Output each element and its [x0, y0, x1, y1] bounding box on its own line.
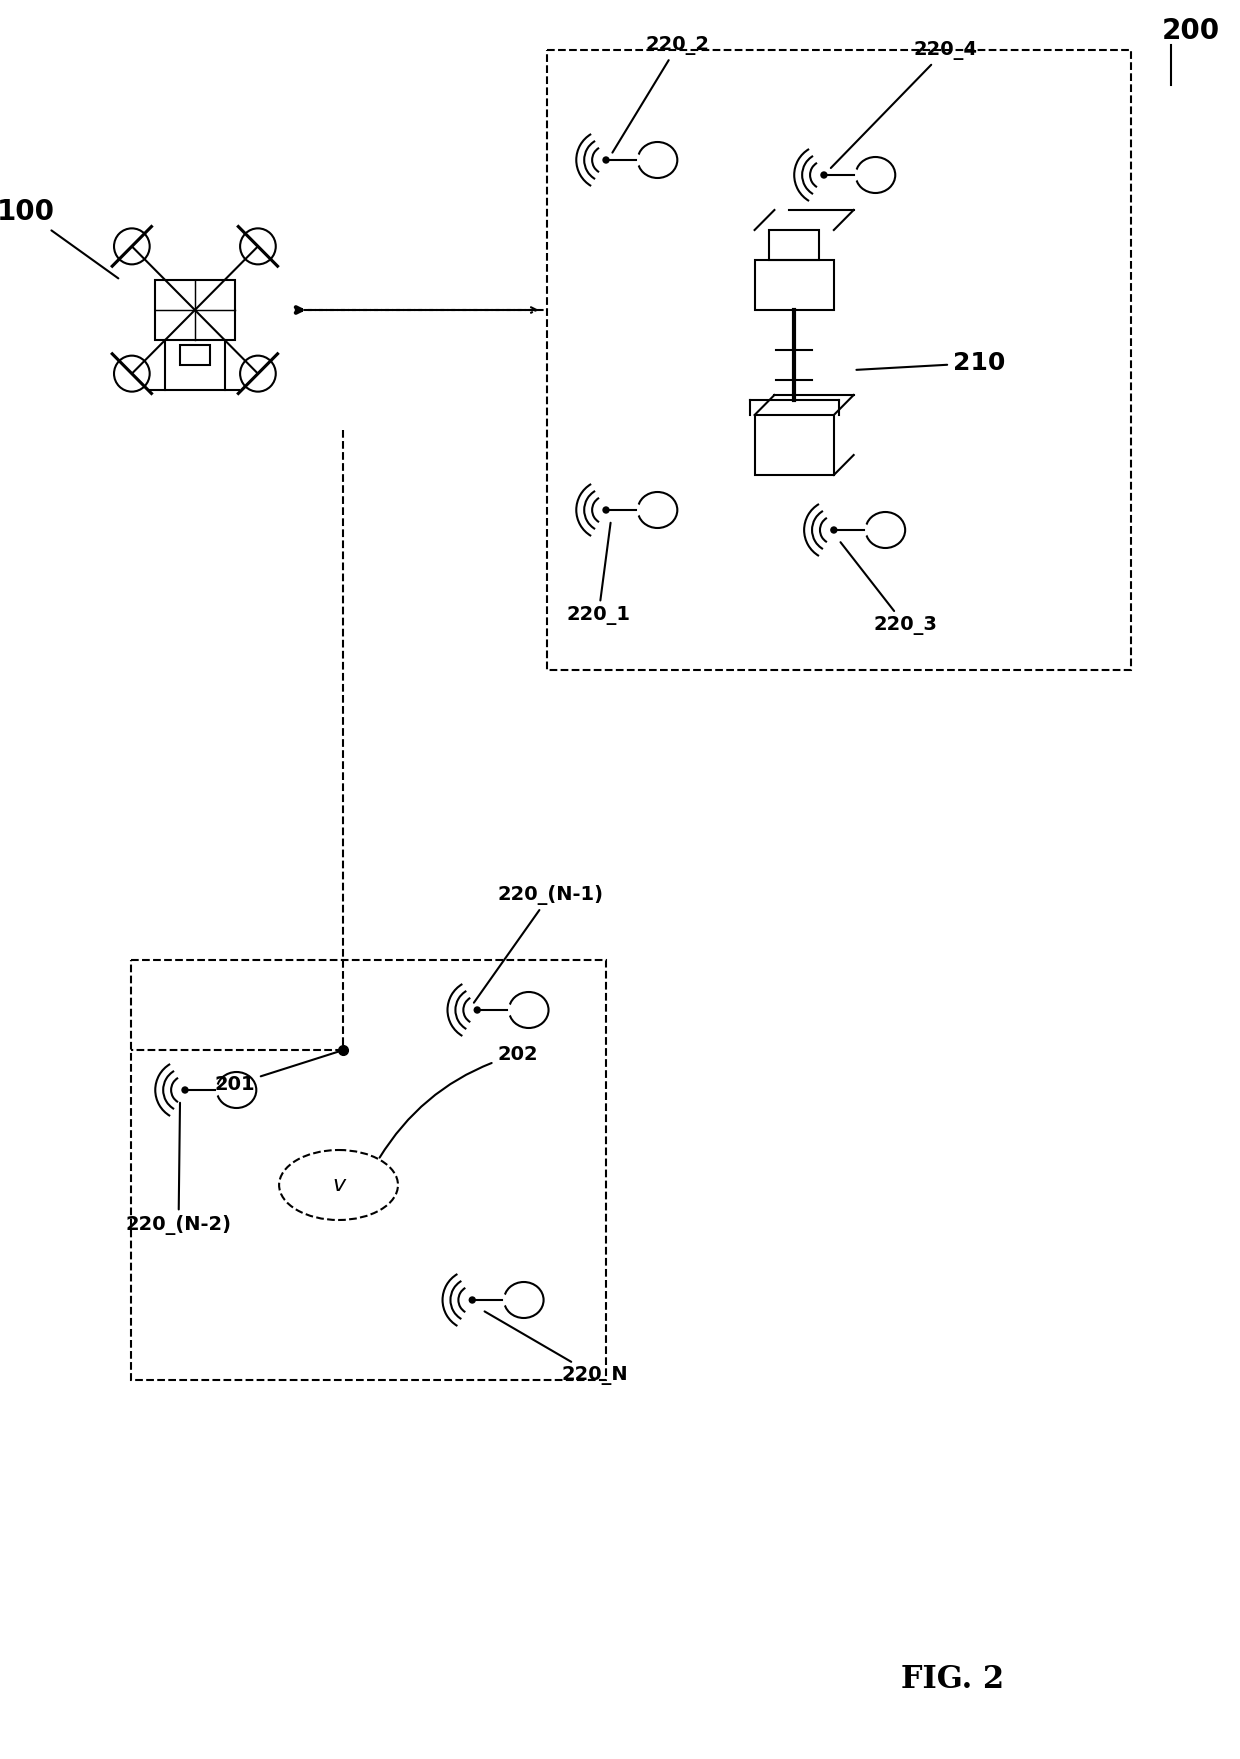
Text: 220_N: 220_N: [485, 1312, 627, 1384]
Ellipse shape: [217, 1071, 257, 1108]
Circle shape: [469, 1296, 475, 1303]
Ellipse shape: [637, 142, 677, 178]
Ellipse shape: [503, 1282, 543, 1317]
Text: 220_2: 220_2: [613, 35, 709, 153]
Circle shape: [182, 1087, 188, 1092]
Text: 220_1: 220_1: [567, 522, 630, 624]
Polygon shape: [636, 503, 647, 517]
Circle shape: [474, 1006, 480, 1013]
Text: 210: 210: [857, 352, 1006, 375]
Circle shape: [603, 157, 609, 164]
Bar: [755, 260, 833, 310]
Text: 200: 200: [1162, 18, 1219, 46]
Text: 100: 100: [0, 199, 118, 278]
Ellipse shape: [508, 992, 548, 1027]
Bar: [755, 415, 833, 475]
Ellipse shape: [637, 493, 677, 528]
Polygon shape: [636, 153, 647, 167]
Ellipse shape: [856, 157, 895, 193]
Text: FIG. 2: FIG. 2: [901, 1664, 1004, 1696]
Polygon shape: [853, 167, 866, 183]
Text: 202: 202: [379, 1045, 538, 1157]
Circle shape: [831, 528, 837, 533]
Bar: [180, 345, 210, 366]
Bar: [547, 49, 1131, 670]
Text: 220_(N-2): 220_(N-2): [125, 1103, 232, 1235]
Text: 220_3: 220_3: [841, 542, 937, 635]
Ellipse shape: [866, 512, 905, 549]
Circle shape: [603, 507, 609, 514]
Circle shape: [821, 172, 827, 178]
Polygon shape: [507, 1003, 518, 1017]
Text: 201: 201: [215, 1050, 341, 1094]
Bar: [130, 960, 606, 1381]
Text: 220_4: 220_4: [831, 40, 977, 169]
Text: v: v: [332, 1175, 345, 1194]
Polygon shape: [502, 1293, 513, 1307]
Text: 220_(N-1): 220_(N-1): [474, 885, 603, 1003]
Bar: [770, 230, 818, 260]
Polygon shape: [863, 522, 875, 536]
Polygon shape: [215, 1084, 227, 1098]
Bar: [155, 280, 234, 339]
